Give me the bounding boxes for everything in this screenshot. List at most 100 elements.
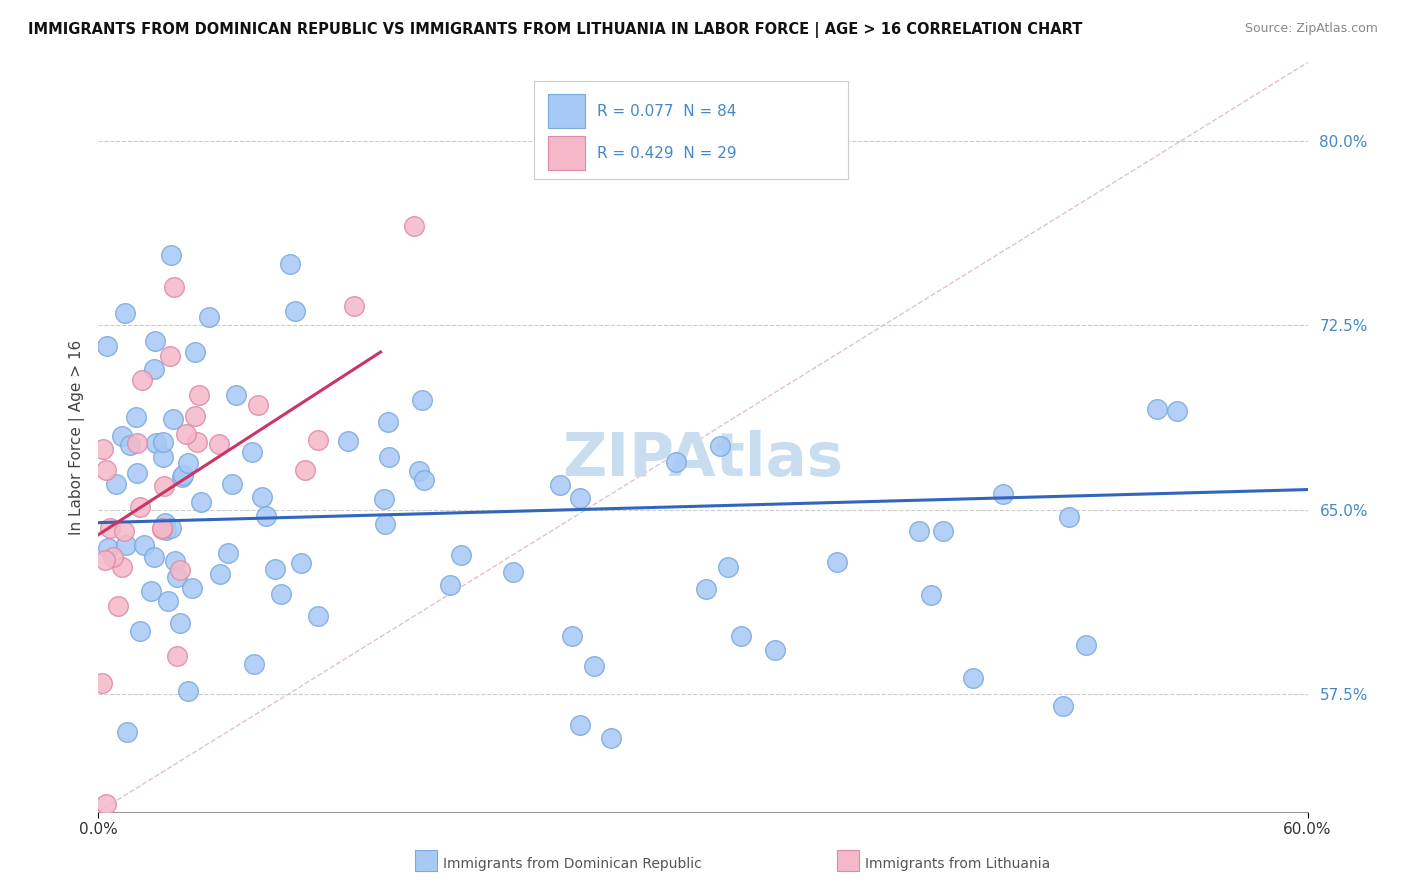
Point bbox=[157, 593, 180, 607]
Point bbox=[284, 304, 307, 318]
Point bbox=[502, 566, 524, 580]
Point bbox=[96, 463, 118, 477]
Point bbox=[250, 490, 273, 504]
Point bbox=[125, 409, 148, 424]
Point bbox=[172, 469, 194, 483]
Point bbox=[307, 433, 329, 447]
Text: Source: ZipAtlas.com: Source: ZipAtlas.com bbox=[1244, 22, 1378, 36]
Point bbox=[1166, 404, 1188, 418]
Point bbox=[107, 599, 129, 614]
Point bbox=[217, 546, 239, 560]
Point bbox=[143, 334, 166, 348]
Point bbox=[117, 725, 139, 739]
Point bbox=[152, 450, 174, 464]
Point bbox=[131, 373, 153, 387]
Point bbox=[962, 671, 984, 685]
Point bbox=[115, 538, 138, 552]
Point bbox=[294, 463, 316, 477]
Point bbox=[991, 487, 1014, 501]
Point bbox=[208, 437, 231, 451]
Bar bbox=[548, 94, 585, 128]
Point bbox=[96, 797, 118, 812]
Point bbox=[112, 524, 135, 539]
Point bbox=[120, 438, 142, 452]
Point bbox=[139, 584, 162, 599]
Point bbox=[172, 467, 194, 482]
Text: Immigrants from Dominican Republic: Immigrants from Dominican Republic bbox=[443, 857, 702, 871]
Point bbox=[709, 439, 731, 453]
Point bbox=[98, 521, 121, 535]
Point bbox=[127, 436, 149, 450]
Point bbox=[404, 219, 426, 234]
Point bbox=[264, 561, 287, 575]
Text: R = 0.077  N = 84: R = 0.077 N = 84 bbox=[596, 103, 735, 119]
Point bbox=[160, 247, 183, 261]
Point bbox=[174, 427, 197, 442]
Point bbox=[150, 522, 173, 536]
Point bbox=[190, 494, 212, 508]
Point bbox=[411, 392, 433, 407]
Point bbox=[128, 624, 150, 638]
Point bbox=[450, 548, 472, 562]
Point bbox=[225, 387, 247, 401]
Point bbox=[270, 587, 292, 601]
Point bbox=[920, 588, 942, 602]
Point bbox=[377, 416, 399, 430]
Point bbox=[169, 563, 191, 577]
Point bbox=[96, 339, 118, 353]
Point bbox=[209, 566, 232, 581]
Point bbox=[184, 409, 207, 424]
Point bbox=[114, 306, 136, 320]
Point bbox=[181, 581, 204, 595]
Point bbox=[600, 731, 623, 745]
Point bbox=[343, 299, 366, 313]
Point bbox=[583, 659, 606, 673]
Point bbox=[152, 479, 174, 493]
Bar bbox=[548, 136, 585, 169]
Point bbox=[373, 492, 395, 507]
Point bbox=[142, 549, 165, 564]
Point bbox=[163, 280, 186, 294]
Point bbox=[143, 361, 166, 376]
Point bbox=[94, 553, 117, 567]
Point bbox=[221, 476, 243, 491]
Point bbox=[162, 411, 184, 425]
Point bbox=[159, 349, 181, 363]
Point bbox=[254, 508, 277, 523]
Point bbox=[91, 675, 114, 690]
Point bbox=[908, 524, 931, 538]
Point bbox=[91, 442, 114, 456]
Point bbox=[730, 629, 752, 643]
Text: R = 0.429  N = 29: R = 0.429 N = 29 bbox=[596, 145, 737, 161]
Point bbox=[101, 550, 124, 565]
Point bbox=[246, 398, 269, 412]
Point bbox=[243, 657, 266, 671]
Point bbox=[337, 434, 360, 448]
Point bbox=[290, 556, 312, 570]
Point bbox=[129, 500, 152, 515]
Point bbox=[160, 521, 183, 535]
Point bbox=[169, 615, 191, 630]
Point bbox=[145, 435, 167, 450]
Point bbox=[548, 477, 571, 491]
Point bbox=[307, 609, 329, 624]
Point bbox=[378, 450, 401, 464]
Point bbox=[665, 455, 688, 469]
Point bbox=[765, 642, 787, 657]
Y-axis label: In Labor Force | Age > 16: In Labor Force | Age > 16 bbox=[69, 340, 84, 534]
Point bbox=[111, 560, 134, 574]
Point bbox=[97, 541, 120, 555]
Point bbox=[166, 648, 188, 663]
Point bbox=[717, 560, 740, 574]
Text: Immigrants from Lithuania: Immigrants from Lithuania bbox=[865, 857, 1050, 871]
Point bbox=[439, 578, 461, 592]
Point bbox=[569, 491, 592, 506]
Point bbox=[188, 388, 211, 402]
Point bbox=[240, 445, 263, 459]
Point bbox=[177, 456, 200, 470]
Point bbox=[152, 434, 174, 449]
Point bbox=[163, 554, 186, 568]
Point bbox=[132, 538, 155, 552]
Point bbox=[155, 523, 177, 537]
Point bbox=[278, 257, 301, 271]
